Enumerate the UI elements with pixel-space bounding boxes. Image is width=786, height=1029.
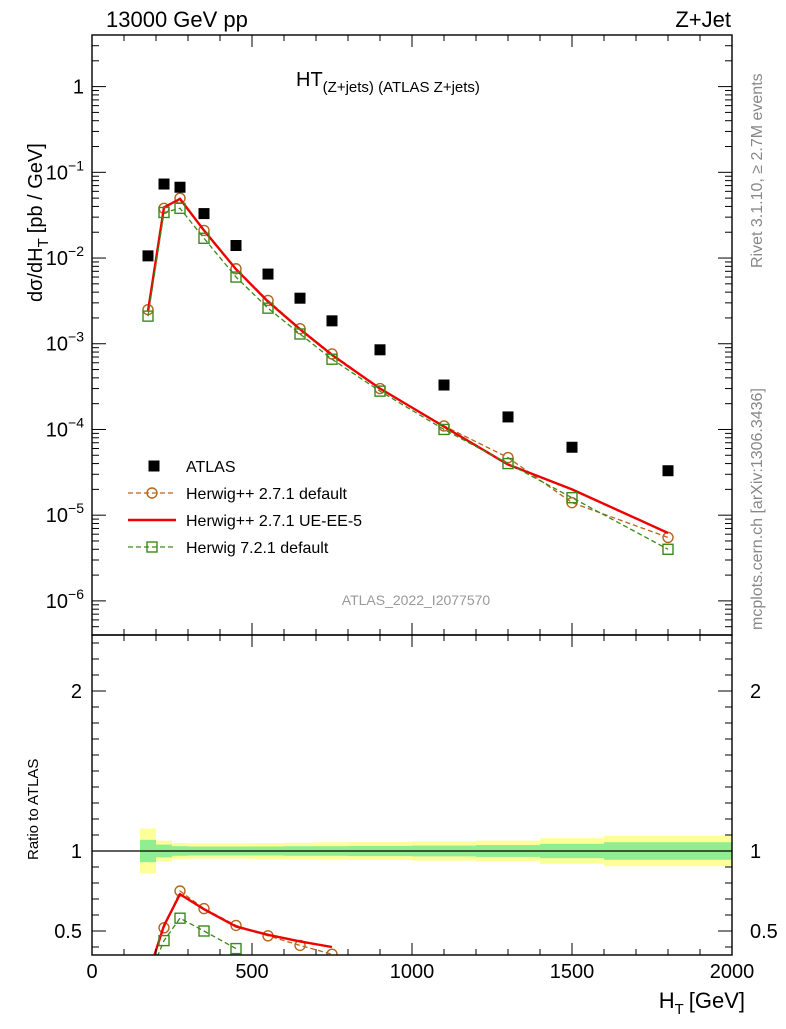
ratio-tick-label-right-1: 1 [750, 841, 761, 863]
y-axis-label-main: dσ/dH [25, 247, 47, 302]
ratio-point-0-1 [158, 922, 170, 934]
series-point-3-4 [230, 271, 242, 283]
data-point-8 [374, 344, 386, 356]
mcplots-label: mcplots.cern.ch [arXiv:1306.3436] [749, 388, 766, 630]
data-point-12 [662, 465, 674, 477]
y-tick-label-6: 10−6 [46, 586, 84, 613]
data-point-3 [198, 208, 210, 220]
ratio-point-2-2 [174, 912, 186, 924]
x-axis-label: HT [GeV] [659, 988, 745, 1018]
y-tick-label-5: 10−5 [46, 500, 84, 527]
series-point-3-7 [326, 353, 338, 365]
data-point-11 [566, 441, 578, 453]
x-tick-label-1: 500 [235, 961, 268, 983]
chart-title: HT(Z+jets) (ATLAS Z+jets) [296, 69, 480, 96]
data-point-6 [294, 292, 306, 304]
y-tick-label-4: 10−4 [46, 414, 84, 441]
series-point-1-4 [230, 263, 242, 275]
data-point-5 [262, 268, 274, 280]
ratio-tick-label-right-2: 2 [750, 681, 761, 703]
series-point-3-5 [262, 302, 274, 314]
y-axis-label: dσ/dHT [pb / GeV] [25, 143, 52, 302]
data-point-10 [502, 411, 514, 423]
header-energy-label: 13000 GeV pp [106, 7, 248, 32]
ratio-tick-label-left-2: 2 [71, 681, 82, 703]
series-point-3-6 [294, 328, 306, 340]
series-point-3-1 [158, 206, 170, 219]
series-point-1-5 [262, 294, 274, 307]
analysis-watermark: ATLAS_2022_I2077570 [342, 592, 491, 608]
series-point-3-12 [662, 543, 674, 555]
legend-label-2: Herwig++ 2.7.1 UE-EE-5 [186, 513, 362, 530]
ratio-tick-label-left-0: 0.5 [54, 921, 82, 943]
header-process-label: Z+Jet [675, 7, 731, 32]
ratio-point-2-0 [143, 974, 153, 984]
rivet-label: Rivet 3.1.10, ≥ 2.7M events [749, 73, 766, 268]
legend-label-0: ATLAS [186, 459, 236, 476]
ratio-point-0-7 [326, 948, 338, 955]
ratio-point-2-1 [158, 934, 170, 947]
series-point-1-12 [662, 531, 674, 544]
legend-label-1: Herwig++ 2.7.1 default [186, 486, 348, 503]
ratio-point-0-3 [198, 902, 210, 915]
series-point-3-0 [142, 310, 154, 322]
data-point-2 [174, 181, 186, 193]
series-point-1-10 [502, 451, 514, 464]
data-point-0 [142, 250, 154, 262]
series-point-3-9 [438, 423, 450, 436]
data-point-1 [158, 178, 170, 190]
ratio-series-line-2 [157, 917, 237, 955]
series-point-3-3 [198, 232, 210, 244]
x-tick-label-3: 1500 [550, 961, 595, 983]
data-point-9 [438, 379, 450, 391]
legend: ATLAS Herwig++ 2.7.1 default Herwig++ 2.7.… [128, 459, 362, 557]
series-point-3-2 [174, 202, 186, 215]
x-tick-label-4: 2000 [710, 961, 755, 983]
legend-label-3: Herwig 7.2.1 default [186, 540, 329, 557]
x-axis-label-main: H [659, 988, 675, 1013]
data-point-4 [230, 240, 242, 252]
ratio-curves [143, 885, 338, 984]
main-curves [142, 178, 674, 555]
legend-marker-0 [148, 460, 160, 472]
chart-title-main: HT [296, 69, 323, 91]
x-axis-label-unit: [GeV] [689, 988, 745, 1013]
ratio-panel-frame [91, 634, 733, 956]
ratio-point-0-4 [230, 919, 242, 932]
series-point-3-11 [566, 491, 578, 504]
x-tick-label-0: 0 [86, 961, 97, 983]
ratio-series-line-1 [153, 892, 333, 955]
y-axis-label-sub: T [35, 238, 52, 247]
ratio-tick-label-left-1: 1 [71, 841, 82, 863]
x-axis-label-sub: T [675, 1001, 684, 1018]
series-line-3 [147, 207, 669, 550]
y-tick-label-2: 10−2 [46, 243, 84, 270]
ratio-y-axis-label: Ratio to ATLAS [25, 759, 42, 860]
series-point-1-3 [198, 224, 210, 237]
ratio-point-2-4 [230, 942, 242, 955]
series-point-3-8 [374, 385, 386, 397]
series-line-2 [146, 197, 669, 535]
y-axis-label-unit: [pb / GeV] [25, 143, 47, 233]
y-tick-label-0: 1 [73, 77, 84, 99]
x-tick-label-2: 1000 [390, 961, 435, 983]
legend-marker-1 [146, 487, 158, 499]
ratio-point-0-0 [143, 968, 153, 978]
plot-frames [91, 34, 733, 956]
data-point-7 [326, 315, 338, 327]
ratio-tick-label-right-0: 0.5 [750, 921, 778, 943]
chart-title-sub: (Z+jets) (ATLAS Z+jets) [323, 79, 480, 96]
ratio-point-2-3 [198, 925, 210, 937]
y-tick-label-3: 10−3 [46, 329, 84, 356]
series-point-3-10 [502, 457, 514, 470]
y-tick-label-1: 10−1 [46, 157, 84, 184]
legend-marker-3 [146, 541, 158, 553]
ratio-uncertainty-bands [92, 828, 732, 874]
